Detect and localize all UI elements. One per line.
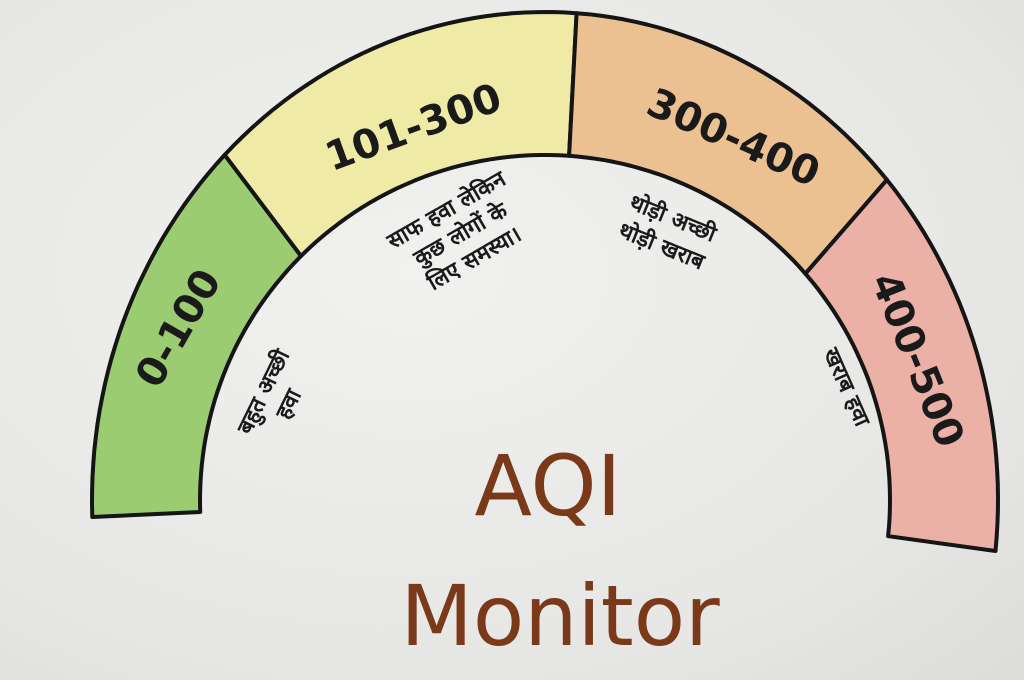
description-0: बहुत अच्छी हवा <box>231 344 308 440</box>
aqi-band-3 <box>803 177 1000 553</box>
description-2: थोड़ी अच्छी थोड़ी खराब <box>615 188 721 275</box>
title-aqi: AQI <box>475 437 622 535</box>
title-monitor: Monitor <box>400 567 720 665</box>
